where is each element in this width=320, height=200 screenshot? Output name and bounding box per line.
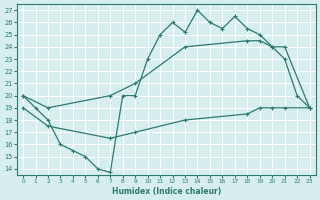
- X-axis label: Humidex (Indice chaleur): Humidex (Indice chaleur): [112, 187, 221, 196]
